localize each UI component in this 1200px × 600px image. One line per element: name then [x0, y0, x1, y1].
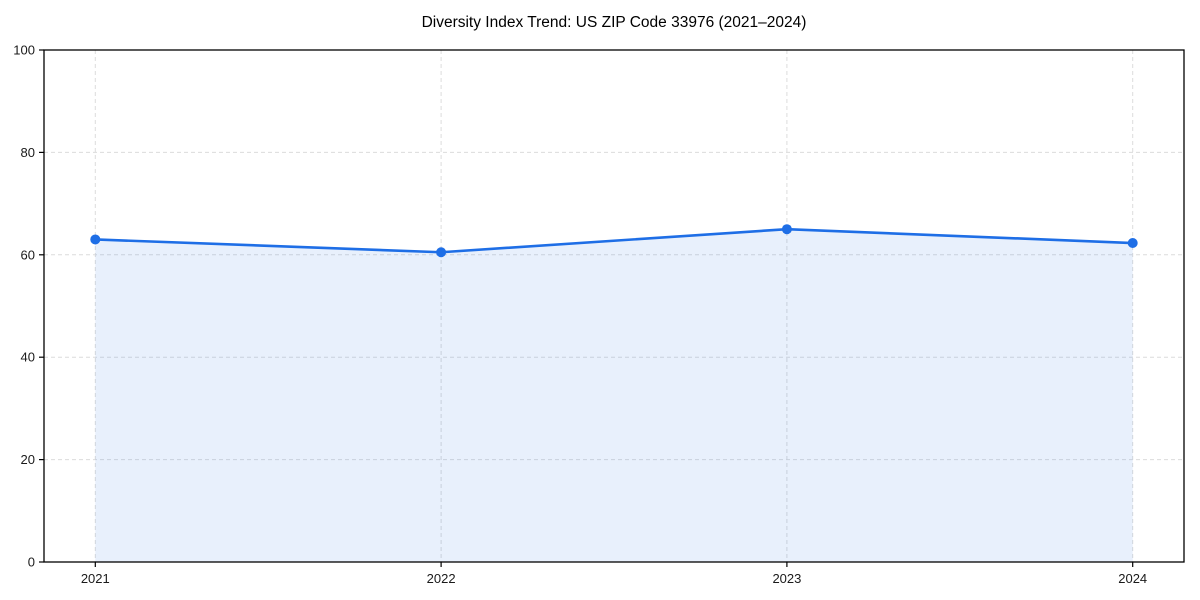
y-tick-label-100: 100 [13, 43, 35, 58]
y-tick-label-80: 80 [21, 145, 35, 160]
chart-title: Diversity Index Trend: US ZIP Code 33976… [421, 14, 807, 31]
series-line [94, 227, 1134, 254]
x-tick-label-2022: 2022 [427, 571, 456, 586]
y-tick-label-60: 60 [21, 247, 35, 262]
x-tick-label-2023: 2023 [772, 571, 801, 586]
y-tick-label-0: 0 [28, 555, 35, 570]
series-area-fill [95, 229, 1133, 562]
y-tick-label-20: 20 [21, 452, 35, 467]
data-point-2022 [436, 247, 447, 258]
x-tick-label-2021: 2021 [81, 571, 110, 586]
data-point-2023 [781, 224, 792, 235]
data-point-2024 [1127, 238, 1138, 249]
data-point-2021 [90, 234, 101, 245]
y-tick-label-40: 40 [21, 350, 35, 365]
plot-frame [43, 49, 1185, 563]
x-tick-label-2024: 2024 [1118, 571, 1147, 586]
